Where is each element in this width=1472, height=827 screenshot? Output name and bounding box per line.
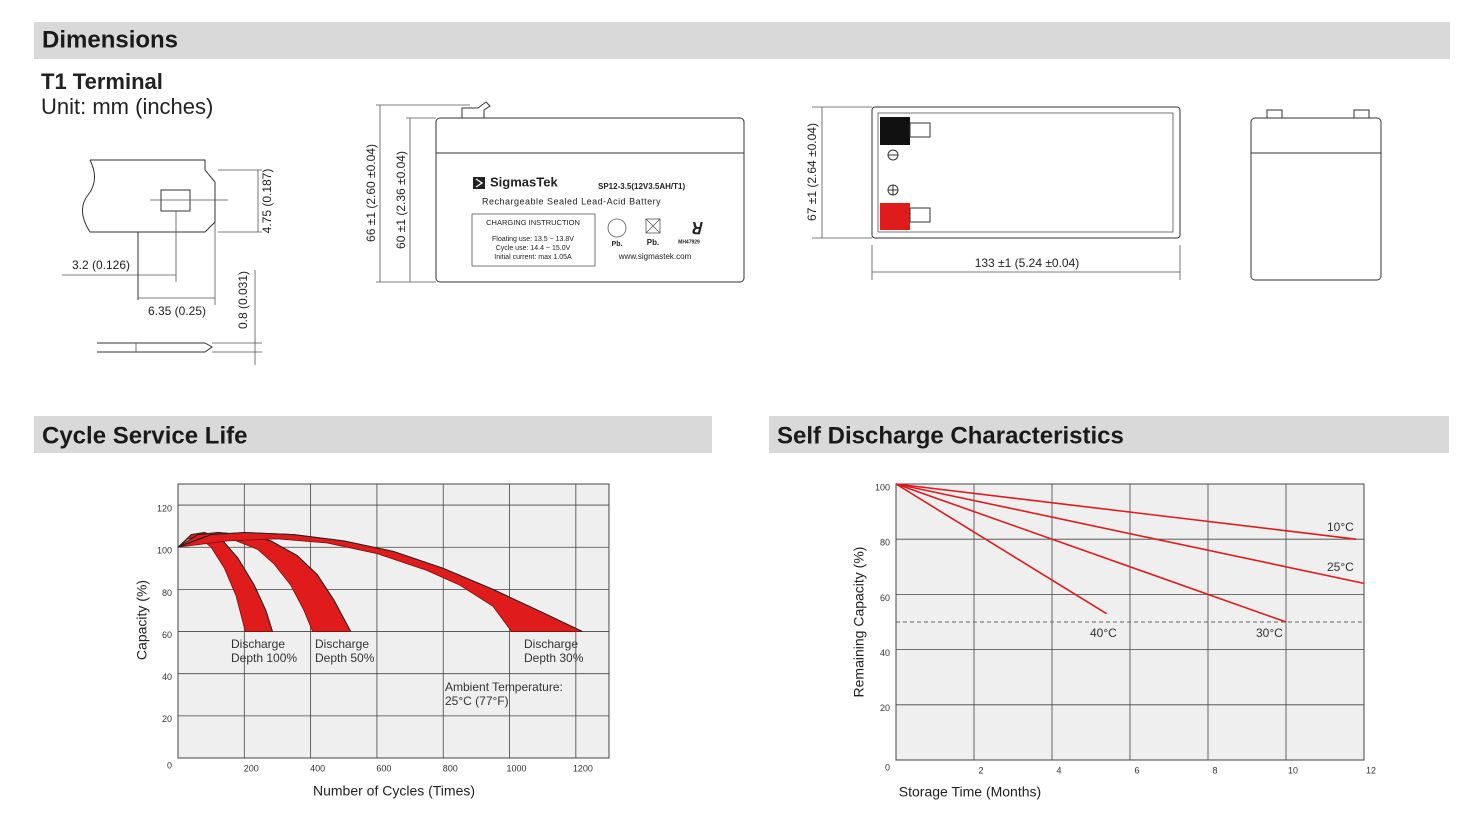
battery-top — [812, 106, 1181, 280]
x-axis-label: Number of Cycles (Times) — [313, 783, 475, 799]
y-axis-label: Remaining Capacity (%) — [851, 547, 867, 698]
y-tick-label: 40 — [162, 672, 172, 682]
line — [895, 483, 1357, 540]
series-label: Discharge — [524, 637, 578, 651]
series-label: Discharge — [315, 637, 369, 651]
series-label: 25°C — [1327, 560, 1354, 574]
series-label: 40°C — [1090, 626, 1117, 640]
series-label: Discharge — [231, 637, 285, 651]
annotation: 25°C (77°F) — [445, 694, 509, 708]
y-axis-label: Capacity (%) — [134, 580, 150, 660]
chart-title: Self Discharge Characteristics — [777, 422, 1124, 449]
y-tick-label: 0 — [167, 760, 172, 770]
x-axis-label: Storage Time (Months) — [899, 784, 1041, 800]
dimension-label: 6.35 (0.25) — [148, 304, 206, 318]
battery-front: ꓤ — [376, 101, 745, 283]
x-tick-label: 2 — [978, 765, 983, 775]
charging-line: Initial current: max 1.05A — [494, 254, 572, 261]
cert-mark: Pb. — [647, 238, 659, 247]
battery-side — [1250, 109, 1382, 281]
y-tick-label: 0 — [885, 762, 890, 772]
charging-line: Floating use: 13.5 ~ 13.8V — [492, 236, 574, 243]
website: www.sigmastek.com — [618, 252, 692, 261]
y-tick-label: 60 — [880, 593, 890, 603]
brand: SigmasTek — [490, 174, 558, 189]
x-tick-label: 200 — [244, 763, 259, 773]
series-label: 10°C — [1327, 520, 1354, 534]
chart-title: Cycle Service Life — [42, 422, 247, 449]
dimension-label: 0.8 (0.031) — [236, 271, 250, 329]
y-tick-label: 20 — [162, 714, 172, 724]
unit-label: Unit: mm (inches) — [41, 94, 213, 119]
annotation: Ambient Temperature: — [445, 680, 563, 694]
dimension-label: 66 ±1 (2.60 ±0.04) — [364, 144, 378, 242]
x-tick-label: 1200 — [573, 763, 593, 773]
x-tick-label: 6 — [1134, 765, 1139, 775]
x-tick-label: 4 — [1056, 765, 1061, 775]
series-label: Depth 30% — [524, 651, 584, 665]
series-label: Depth 100% — [231, 651, 297, 665]
cert-mark: MH47929 — [678, 239, 700, 245]
cert-mark: Pb. — [612, 241, 623, 248]
section-bar — [34, 416, 712, 453]
section-bar — [34, 22, 1450, 59]
x-tick-label: 600 — [376, 763, 391, 773]
description: Rechargeable Sealed Lead-Acid Battery — [482, 196, 661, 206]
y-tick-label: 80 — [880, 538, 890, 548]
dimension-label: 3.2 (0.126) — [72, 258, 130, 272]
dimension-label: 60 ±1 (2.36 ±0.04) — [394, 151, 408, 249]
y-tick-label: 100 — [875, 482, 890, 492]
x-tick-label: 8 — [1212, 765, 1217, 775]
band-edge — [177, 531, 583, 632]
terminal-title: T1 Terminal — [41, 69, 163, 94]
charging-title: CHARGING INSTRUCTION — [486, 218, 580, 227]
band-edge — [177, 531, 352, 632]
y-tick-label: 80 — [162, 588, 172, 598]
x-tick-label: 400 — [310, 763, 325, 773]
section-title: Dimensions — [42, 26, 178, 53]
svg-text:ꓤ: ꓤ — [690, 221, 703, 238]
terminal-drawing — [62, 159, 262, 365]
line — [895, 483, 1287, 623]
dimension-label: 4.75 (0.187) — [260, 169, 274, 234]
model: SP12-3.5(12V3.5AH/T1) — [598, 182, 685, 191]
y-tick-label: 20 — [880, 703, 890, 713]
band-edge — [177, 531, 273, 632]
y-tick-label: 60 — [162, 630, 172, 640]
x-tick-label: 800 — [443, 763, 458, 773]
y-tick-label: 100 — [157, 546, 172, 556]
y-tick-label: 40 — [880, 648, 890, 658]
charging-line: Cycle use: 14.4 ~ 15.0V — [496, 245, 571, 252]
series-label: Depth 50% — [315, 651, 375, 665]
series-label: 30°C — [1256, 626, 1283, 640]
x-tick-label: 12 — [1366, 765, 1376, 775]
x-tick-label: 10 — [1288, 765, 1298, 775]
dimension-label: 67 ±1 (2.64 ±0.04) — [805, 123, 819, 221]
section-bar — [769, 416, 1449, 453]
y-tick-label: 120 — [157, 503, 172, 513]
dimension-label: 133 ±1 (5.24 ±0.04) — [975, 256, 1080, 270]
x-tick-label: 1000 — [507, 763, 527, 773]
line — [895, 483, 1108, 615]
line — [895, 483, 1365, 585]
